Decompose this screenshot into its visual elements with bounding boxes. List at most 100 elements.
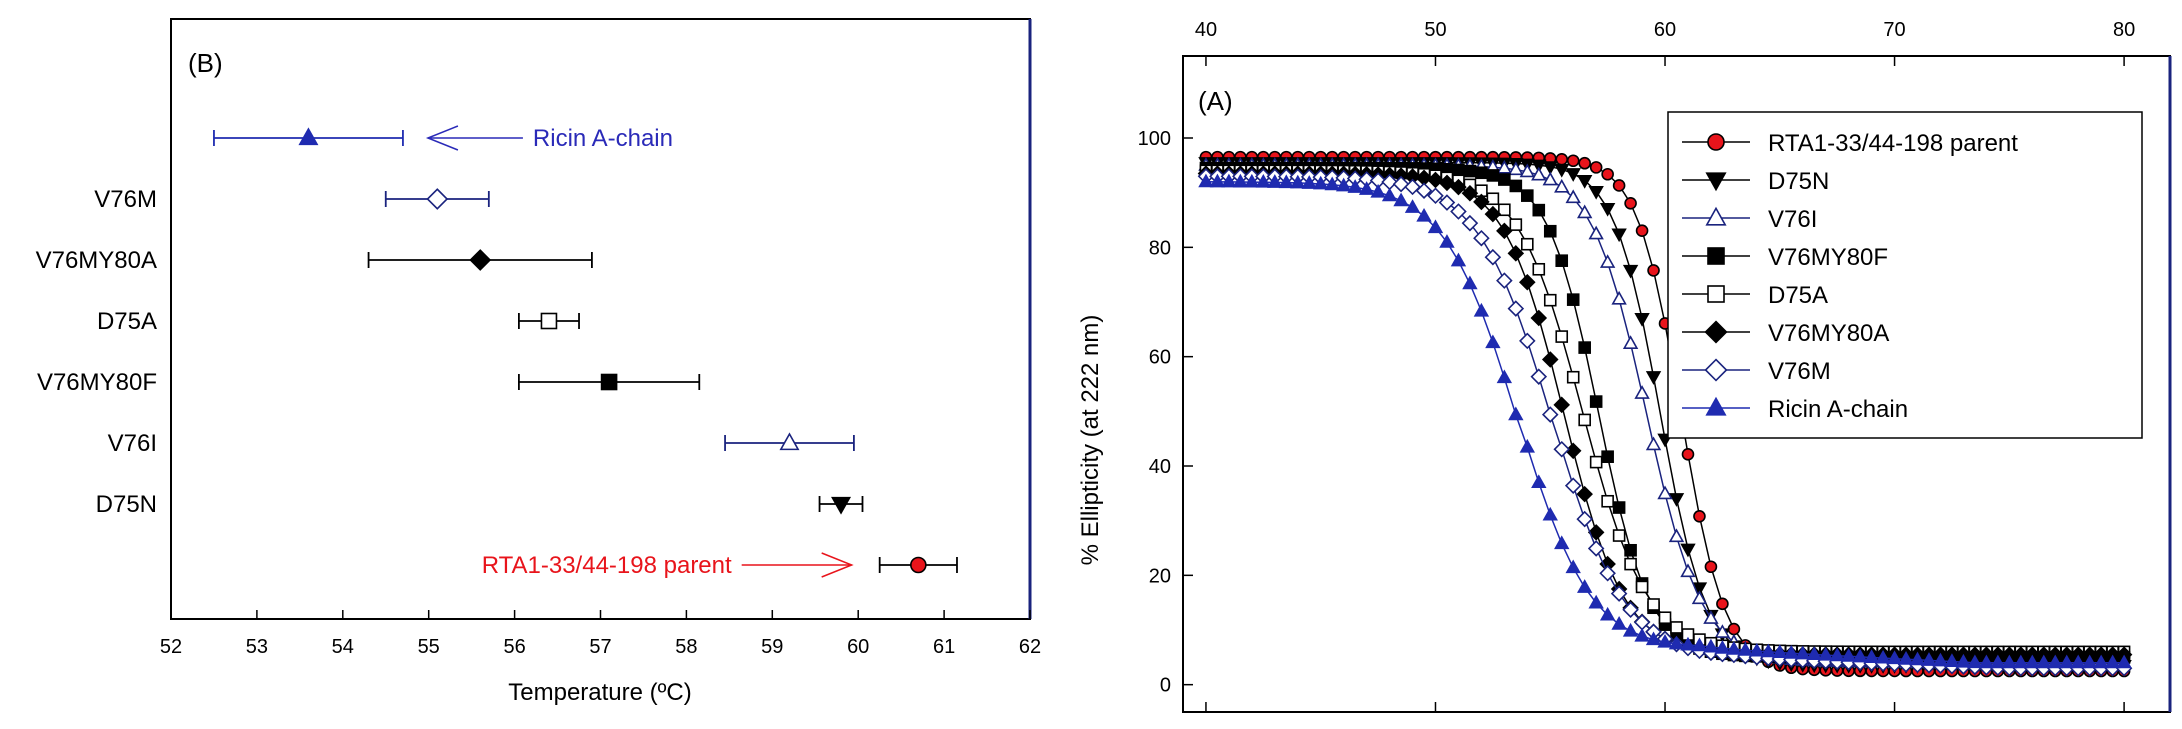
data-point	[1944, 653, 1960, 668]
data-point	[1576, 579, 1593, 593]
data-point	[1601, 167, 1614, 181]
data-point	[1622, 601, 1639, 618]
data-point	[1588, 225, 1604, 240]
data-point	[1498, 203, 1511, 217]
data-point	[1576, 485, 1593, 503]
data-point	[1290, 174, 1306, 189]
panel-a-x-ticks: 40 50 60 70 80	[1195, 19, 2135, 712]
data-point	[1624, 557, 1637, 571]
data-point	[1542, 161, 1558, 175]
data-point	[1324, 176, 1340, 191]
data-point	[1267, 174, 1283, 188]
panel-a-series	[1197, 150, 2133, 678]
data-point	[1932, 652, 1949, 667]
data-point	[1601, 450, 1614, 463]
row-label: V76MY80A	[36, 247, 157, 274]
legend-marker	[1707, 247, 1725, 265]
legend-entry: V76M	[1768, 358, 1831, 385]
data-point	[1589, 395, 1603, 408]
y-tick-label: 40	[1149, 456, 1171, 478]
data-point	[1578, 413, 1591, 427]
data-point	[1612, 529, 1626, 542]
data-point	[1358, 181, 1375, 195]
data-point	[1473, 193, 1490, 211]
tm-point	[426, 188, 449, 210]
data-point	[1507, 245, 1525, 262]
data-point	[1542, 506, 1558, 521]
panel-b-chart: (B) Temperature (ºC) 52 53 54 55 56 57 58 59 60 6…	[36, 18, 1041, 706]
data-point	[1680, 636, 1696, 651]
data-point	[1255, 173, 1272, 188]
data-point	[1691, 582, 1708, 597]
x-tick-label: 58	[675, 636, 697, 658]
data-point	[1599, 202, 1616, 217]
data-point	[1588, 185, 1604, 200]
x-tick-label: 56	[503, 636, 525, 658]
annotation-arrowhead	[821, 552, 854, 578]
data-point	[1532, 203, 1546, 217]
row-label: D75A	[97, 308, 157, 335]
data-point	[1301, 175, 1317, 189]
legend-marker	[1705, 396, 1727, 416]
data-point	[1496, 369, 1513, 384]
data-point	[1978, 654, 1995, 669]
data-point	[1486, 169, 1500, 182]
data-point	[1553, 440, 1571, 458]
row-label: V76M	[94, 186, 157, 213]
data-point	[1703, 610, 1719, 624]
data-point	[1760, 643, 1777, 658]
data-point	[1622, 264, 1639, 279]
data-point	[1438, 174, 1456, 192]
data-point	[2081, 654, 2098, 669]
data-point	[1566, 370, 1580, 384]
data-point	[1566, 154, 1580, 168]
y-tick-label: 60	[1149, 347, 1171, 369]
data-point	[1531, 159, 1547, 174]
row-label: D75N	[96, 491, 157, 518]
data-point	[1599, 564, 1616, 582]
data-point	[1635, 224, 1649, 237]
data-point	[1691, 637, 1708, 652]
data-point	[1415, 182, 1433, 199]
data-point	[1555, 254, 1569, 267]
data-point	[1681, 448, 1695, 461]
legend-marker	[1707, 285, 1725, 303]
data-point	[1427, 171, 1444, 189]
x-tick-label: 80	[2113, 19, 2135, 41]
tm-point	[910, 556, 927, 574]
data-point	[1599, 606, 1616, 621]
data-point	[1634, 385, 1650, 399]
data-point	[1955, 653, 1972, 668]
data-point	[1599, 254, 1616, 268]
legend-marker	[1707, 133, 1725, 151]
data-point	[1521, 189, 1534, 202]
data-point	[1496, 159, 1513, 174]
data-point	[1427, 219, 1444, 234]
data-point	[1612, 501, 1626, 514]
data-point	[1691, 590, 1708, 605]
data-point	[1624, 196, 1637, 210]
data-point	[1578, 156, 1591, 170]
row-label: V76MY80F	[37, 369, 157, 396]
data-point	[1589, 161, 1603, 174]
data-point	[1601, 494, 1614, 508]
data-point	[1404, 199, 1421, 213]
data-point	[1611, 290, 1627, 305]
data-point	[1530, 368, 1548, 385]
x-tick-label: 70	[1883, 19, 1905, 41]
tm-point	[600, 373, 618, 391]
panel-b-annotations: Ricin A-chain RTA1-33/44-198 parent	[425, 125, 854, 579]
data-point	[1541, 351, 1559, 368]
data-point	[1473, 229, 1490, 247]
data-point	[1863, 649, 1880, 663]
x-tick-label: 53	[246, 636, 268, 658]
y-tick-label: 0	[1160, 675, 1171, 697]
data-point	[2024, 654, 2040, 669]
data-point	[1647, 598, 1660, 611]
panel-a-label: (A)	[1198, 86, 1233, 116]
legend-entry: D75A	[1768, 282, 1828, 309]
data-point	[1461, 184, 1479, 202]
data-point	[1727, 622, 1741, 636]
data-point	[1588, 594, 1604, 609]
x-tick-label: 60	[1654, 19, 1676, 41]
